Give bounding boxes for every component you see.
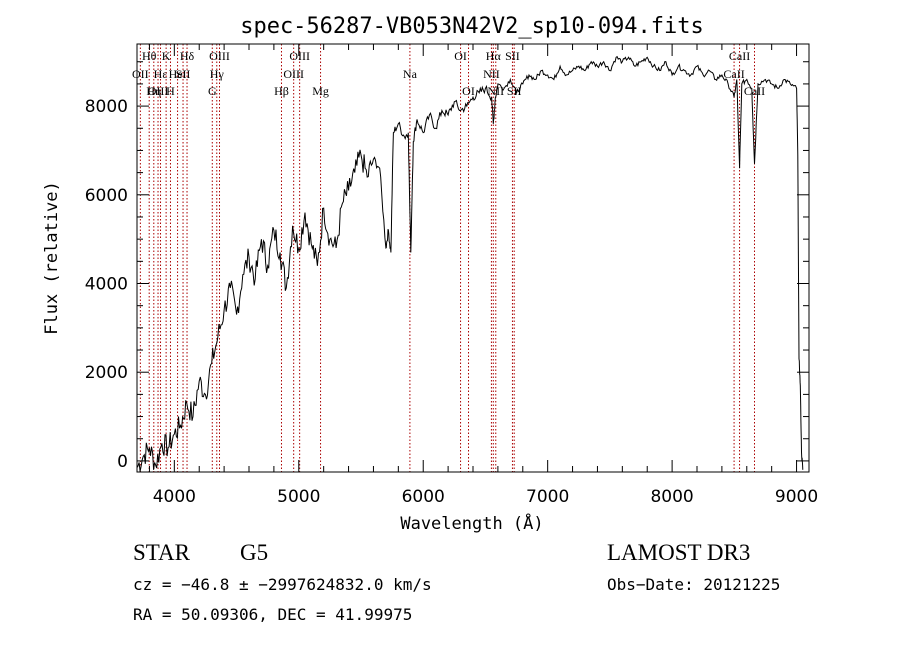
y-tick-label-0: 0 [117,452,128,472]
x-tick-label-0: 4000 [153,487,196,507]
x-axis-label: Wavelength (Å) [400,512,543,534]
line-label-12: G [208,84,217,98]
y-tick-label-3: 6000 [85,186,128,206]
redshift-info: cz = −46.8 ± −2997624832.0 km/s [133,575,432,594]
spectral-line-markers [139,44,755,472]
line-label-9: SII [176,67,191,81]
line-label-14: OIII [289,49,310,63]
line-label-3: K [162,49,171,63]
line-label-13: Hβ [274,84,289,98]
line-label-25: CaII [729,49,750,63]
y-axis-label: Flux (relative) [42,181,62,335]
plot-frame [136,43,810,473]
y-tick-label-4: 8000 [85,97,128,117]
line-label-5: Hη [146,84,161,98]
x-tick-label-1: 5000 [277,487,320,507]
line-label-0: Hθ [142,49,157,63]
chart-title: spec-56287-VB053N42V2_sp10-094.fits [240,14,704,39]
line-label-15: OIII [283,67,304,81]
y-tick-label-2: 4000 [85,275,128,295]
y-tick-label-1: 2000 [85,363,128,383]
x-tick-label-4: 8000 [650,487,693,507]
line-label-24: SII [507,84,522,98]
line-label-23: SII [505,49,520,63]
line-label-8: Hδ [180,49,195,63]
line-label-2: OIII [148,84,169,98]
line-label-21: NII [483,67,500,81]
line-label-20: Hα [486,49,502,63]
line-label-16: Mg [312,84,329,98]
axis-ticks: 4000 5000 6000 7000 8000 9000 0 2000 4000 6000 800… [85,44,818,507]
x-tick-label-3: 7000 [526,487,569,507]
observation-date: Obs−Date: 20121225 [607,575,780,594]
object-class: STAR [133,540,191,565]
line-label-10: OIII [209,49,230,63]
coordinates: RA = 50.09306, DEC = 41.99975 [133,605,412,624]
object-subclass: G5 [240,540,268,565]
line-label-22: NII [487,84,504,98]
line-label-19: OI [462,84,475,98]
spectral-line-labels: Hθ OII OIII K Hε Hη HeI H Hδ SII OIII Hγ G Hβ OIII OIII… [132,49,765,98]
line-label-26: CaII [723,67,744,81]
line-label-18: OI [454,49,467,63]
line-label-17: Na [403,67,418,81]
line-label-11: Hγ [210,67,225,81]
x-tick-label-2: 6000 [402,487,445,507]
survey-name: LAMOST DR3 [607,540,750,565]
x-tick-label-5: 9000 [775,487,818,507]
line-label-6: HeI [169,67,187,81]
line-label-27: CaII [744,84,765,98]
line-label-4: Hε [154,67,168,81]
flux-series-line [136,55,804,472]
line-label-7: H [166,84,175,98]
line-label-1: OII [132,67,149,81]
